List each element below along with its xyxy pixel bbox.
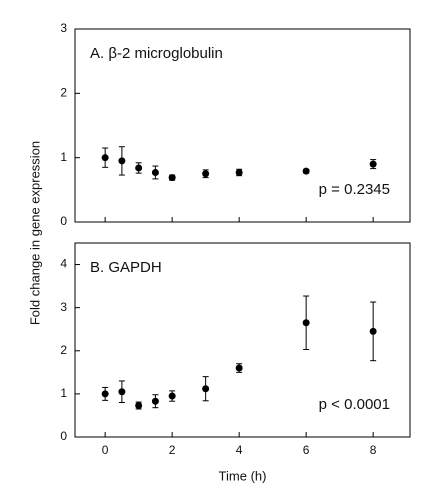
y-tick-label: 0 (60, 214, 67, 228)
y-tick-label: 2 (60, 86, 67, 100)
point (118, 388, 126, 396)
y-tick-label: 3 (60, 300, 67, 314)
plot-frame (74, 28, 411, 223)
point (151, 168, 159, 176)
plot-frame (74, 242, 411, 438)
x-tick-label: 2 (169, 443, 176, 457)
y-tick-label: 1 (60, 150, 67, 164)
point (168, 392, 176, 400)
point (369, 160, 377, 168)
point (135, 164, 143, 172)
point (118, 157, 126, 165)
point (151, 397, 159, 405)
y-tick-label: 1 (60, 386, 67, 400)
y-axis-label: Fold change in gene expression (27, 141, 42, 325)
y-tick-label: 2 (60, 343, 67, 357)
panel-title: B. GAPDH (90, 259, 162, 276)
point (202, 170, 210, 178)
x-tick-label: 4 (236, 443, 243, 457)
y-tick-label: 3 (60, 21, 67, 35)
x-axis-label: Time (h) (219, 468, 267, 483)
y-tick-label: 0 (60, 429, 67, 443)
point (369, 327, 377, 335)
x-tick-label: 8 (370, 443, 377, 457)
x-tick-label: 6 (303, 443, 310, 457)
point (168, 174, 176, 182)
p-value: p < 0.0001 (319, 396, 390, 413)
x-tick-label: 0 (102, 443, 109, 457)
point (235, 364, 243, 372)
y-tick-label: 4 (60, 257, 67, 271)
point (202, 385, 210, 393)
p-value: p = 0.2345 (319, 181, 390, 198)
point (101, 390, 109, 398)
panel-title: A. β-2 microglobulin (90, 45, 223, 62)
point (302, 319, 310, 327)
point (235, 168, 243, 176)
point (135, 402, 143, 410)
point (302, 167, 310, 175)
point (101, 154, 109, 162)
